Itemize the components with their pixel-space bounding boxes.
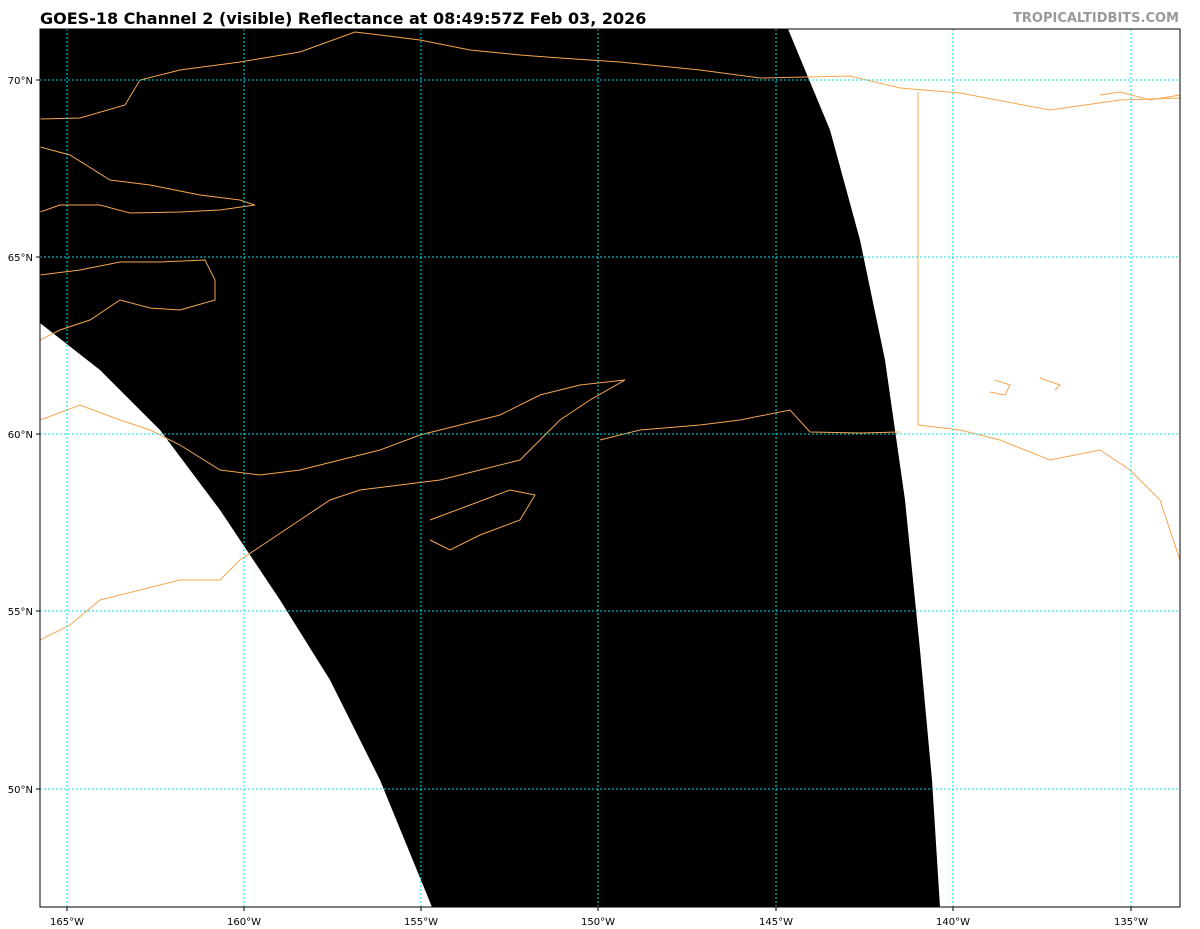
lat-tick-label: 60°N <box>8 430 33 441</box>
lon-tick-label: 165°W <box>50 917 84 928</box>
gridlines <box>40 29 1180 907</box>
lat-tick-label: 50°N <box>8 785 33 796</box>
coastline-segment <box>40 259 216 341</box>
coastline-segment <box>989 379 1011 396</box>
watermark: TROPICALTIDBITS.COM <box>1013 11 1179 26</box>
coastline-segment <box>599 409 901 441</box>
coastline-segment <box>40 146 256 214</box>
coastline-segment <box>429 489 536 551</box>
lat-tick-label: 70°N <box>8 76 33 87</box>
coastline-segment <box>917 92 1180 561</box>
lon-tick-label: 150°W <box>581 917 615 928</box>
map-frame <box>39 28 1181 908</box>
lon-tick-label: 145°W <box>759 917 793 928</box>
lat-tick-label: 55°N <box>8 607 33 618</box>
lat-tick-label: 65°N <box>8 253 33 264</box>
coastline-segment <box>1099 91 1180 101</box>
lon-tick-label: 155°W <box>404 917 438 928</box>
lon-tick-label: 160°W <box>227 917 261 928</box>
map-title: GOES-18 Channel 2 (visible) Reflectance … <box>40 9 647 28</box>
coastlines <box>40 31 1180 641</box>
coastline-segment <box>40 379 626 641</box>
lon-tick-label: 135°W <box>1114 917 1148 928</box>
coastline-segment <box>1039 377 1061 391</box>
lon-tick-label: 140°W <box>936 917 970 928</box>
coastline-segment <box>40 31 1180 120</box>
